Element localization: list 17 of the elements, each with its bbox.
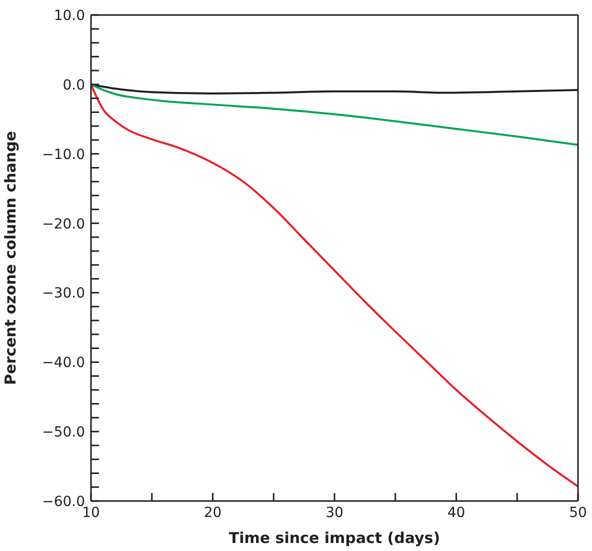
y-tick-label: −60.0 xyxy=(42,494,85,510)
line-series xyxy=(91,83,578,488)
x-tick-label: 40 xyxy=(447,504,466,521)
x-tick-label: 10 xyxy=(82,504,100,521)
x-tick-label: 30 xyxy=(326,504,344,521)
line-series xyxy=(91,83,578,146)
x-tick-label: 20 xyxy=(204,504,222,521)
y-tick-label: −30.0 xyxy=(42,286,85,302)
y-tick-label: −20.0 xyxy=(42,216,85,232)
y-tick-label: 10.0 xyxy=(54,8,85,24)
x-tick-label: 50 xyxy=(569,504,587,521)
y-tick-label: −50.0 xyxy=(42,424,85,441)
y-axis-title: Percent ozone column change xyxy=(1,131,20,385)
y-tick-label: 0.0 xyxy=(62,77,85,94)
y-tick-label: −40.0 xyxy=(42,355,85,372)
x-axis-title: Time since impact (days) xyxy=(228,529,440,547)
y-tick-label: −10.0 xyxy=(42,146,85,163)
